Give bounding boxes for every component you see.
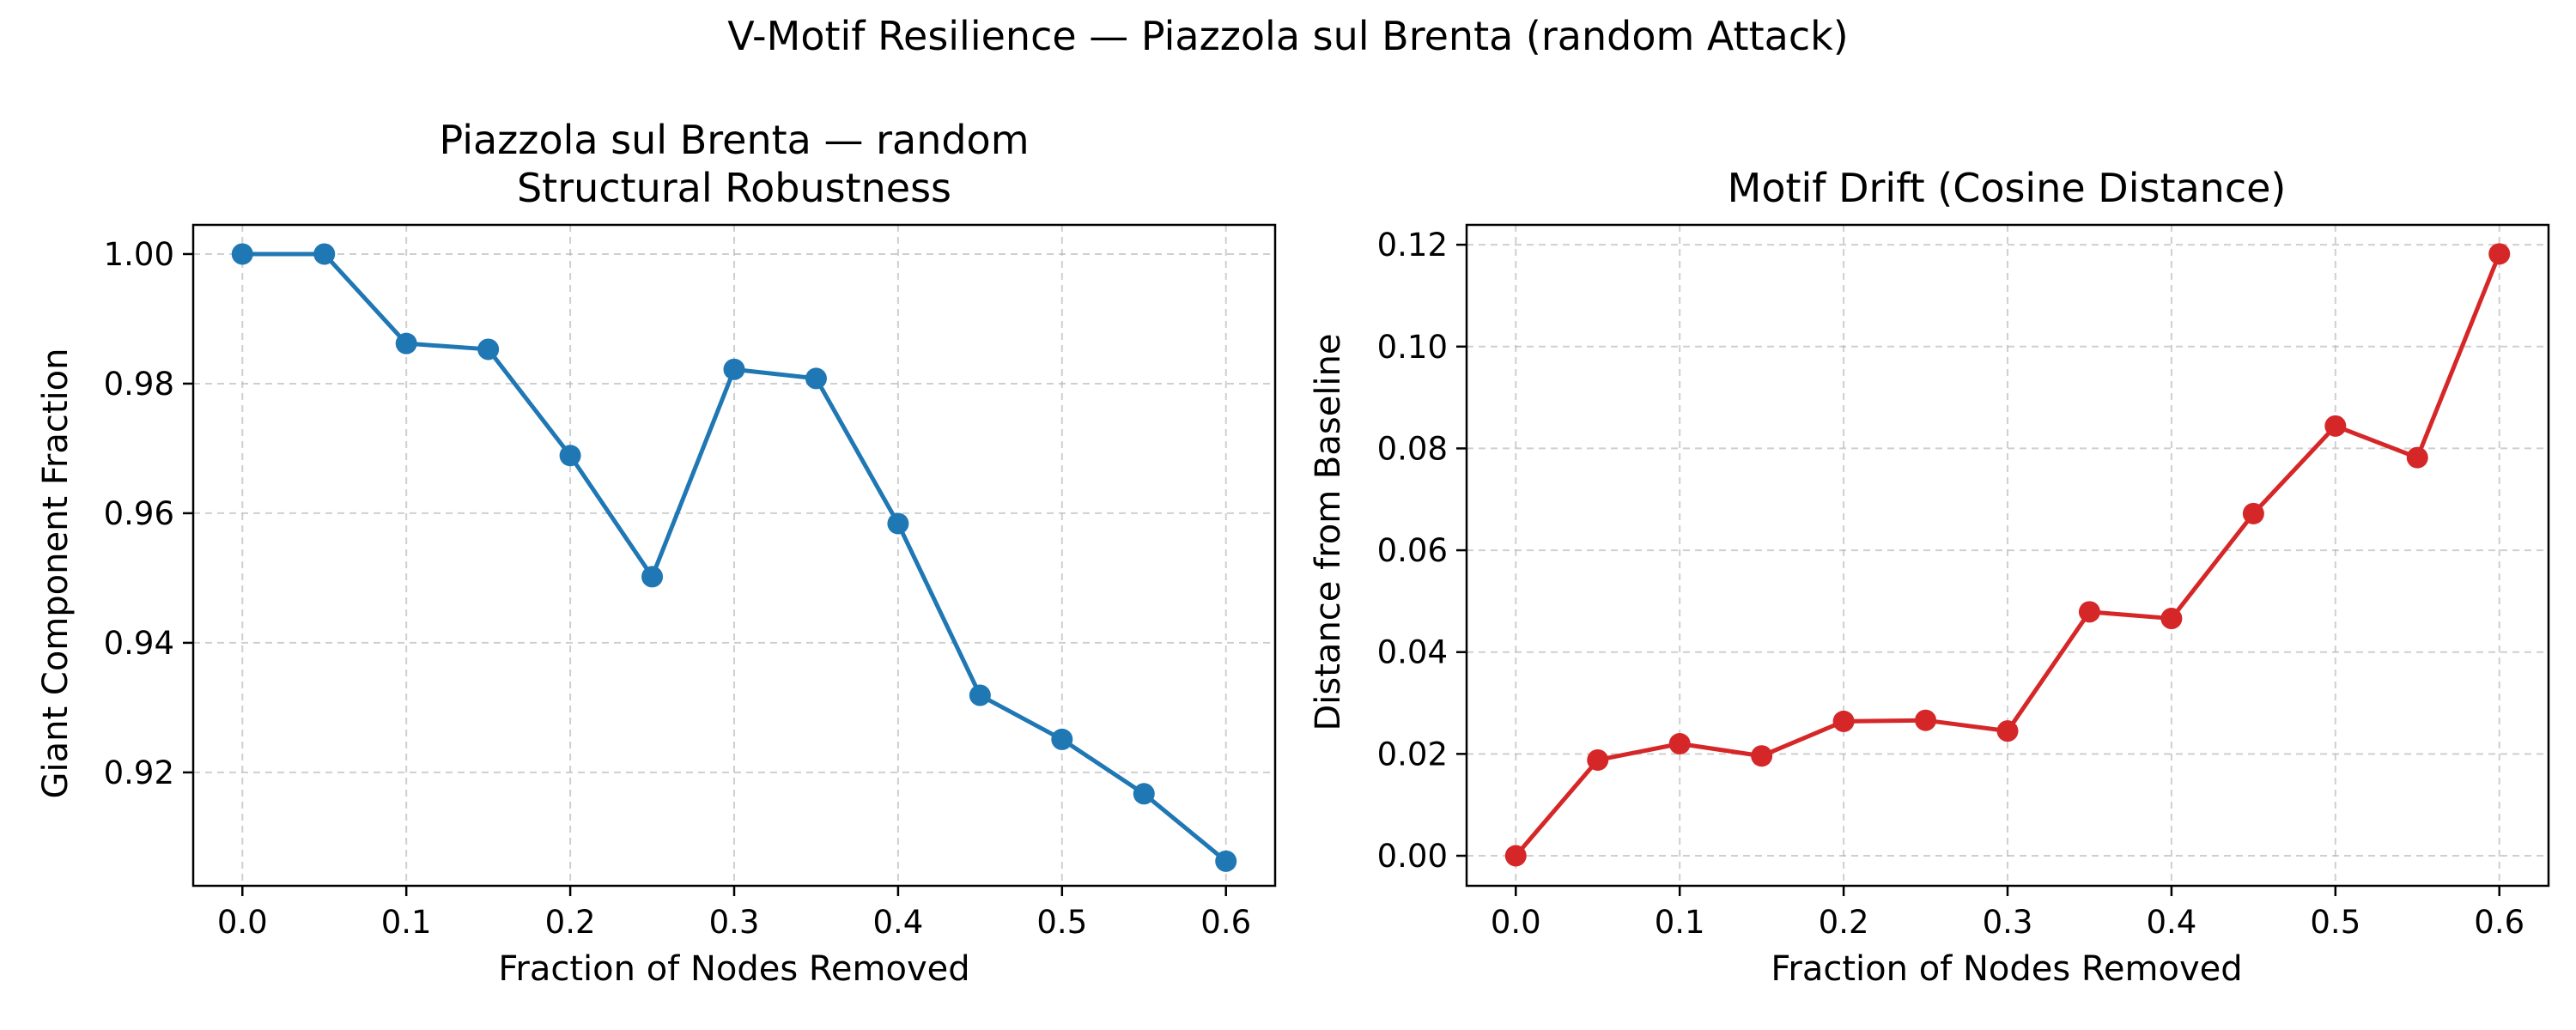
robustness-plot: Piazzola sul Brenta — random Structural … [36, 117, 1277, 989]
drift-point-0 [1504, 845, 1527, 867]
robustness-point-0 [231, 243, 253, 265]
robustness-ytick-label-3: 0.98 [104, 366, 174, 403]
drift-ytick-label-3: 0.06 [1377, 532, 1448, 569]
drift-ytick-label-1: 0.02 [1377, 736, 1448, 772]
drift-point-4 [1832, 710, 1855, 732]
robustness-xtick-label-0: 0.0 [217, 904, 268, 941]
robustness-xlabel: Fraction of Nodes Removed [498, 949, 969, 989]
robustness-title-line2: Structural Robustness [517, 165, 951, 211]
drift-point-10 [2324, 415, 2347, 437]
drift-xtick-label-4: 0.4 [2146, 904, 2196, 941]
drift-point-5 [1915, 709, 1937, 731]
robustness-title-line1: Piazzola sul Brenta — random [439, 117, 1029, 163]
robustness-ytick-label-4: 1.00 [104, 236, 174, 273]
drift-point-11 [2406, 446, 2428, 469]
robustness-ylabel: Giant Component Fraction [36, 348, 76, 799]
robustness-grid [193, 225, 1275, 886]
drift-xlabel: Fraction of Nodes Removed [1771, 949, 2242, 989]
robustness-xtick-label-1: 0.1 [381, 904, 432, 941]
drift-xtick-label-0: 0.0 [1491, 904, 1541, 941]
drift-point-9 [2242, 502, 2264, 524]
robustness-point-9 [969, 684, 991, 706]
drift-ytick-label-4: 0.08 [1377, 430, 1448, 467]
robustness-point-5 [641, 566, 664, 588]
drift-point-3 [1751, 745, 1773, 767]
drift-xtick-label-5: 0.5 [2310, 904, 2360, 941]
robustness-ytick-label-2: 0.96 [104, 495, 174, 532]
robustness-xtick-label-3: 0.3 [709, 904, 760, 941]
drift-ytick-label-0: 0.00 [1377, 838, 1448, 875]
robustness-point-1 [313, 243, 336, 265]
drift-point-7 [2078, 601, 2100, 623]
drift-ytick-label-6: 0.12 [1377, 227, 1448, 264]
robustness-point-4 [559, 445, 581, 467]
robustness-point-2 [395, 332, 417, 354]
robustness-point-11 [1133, 783, 1155, 805]
robustness-point-8 [887, 512, 909, 535]
drift-axes-frame [1465, 223, 2550, 888]
robustness-point-3 [477, 338, 500, 360]
robustness-axes-frame [191, 223, 1277, 888]
robustness-xtick-label-5: 0.5 [1036, 904, 1087, 941]
figure-suptitle: V-Motif Resilience — Piazzola sul Brenta… [727, 13, 1848, 59]
drift-xtick-label-2: 0.2 [1819, 904, 1869, 941]
drift-point-6 [1996, 720, 2019, 742]
drift-point-1 [1587, 748, 1609, 771]
robustness-ytick-label-0: 0.92 [104, 754, 174, 791]
drift-ytick-label-2: 0.04 [1377, 634, 1448, 671]
drift-xtick-label-3: 0.3 [1983, 904, 2033, 941]
drift-point-8 [2160, 608, 2183, 630]
drift-xtick-label-6: 0.6 [2474, 904, 2524, 941]
robustness-point-7 [805, 367, 827, 390]
drift-xtick-label-1: 0.1 [1655, 904, 1705, 941]
drift-title: Motif Drift (Cosine Distance) [1728, 165, 2287, 211]
robustness-point-10 [1051, 728, 1073, 750]
drift-plot: Motif Drift (Cosine Distance) Fraction o… [1309, 165, 2550, 989]
robustness-xtick-label-6: 0.6 [1200, 904, 1251, 941]
robustness-point-12 [1215, 850, 1237, 872]
robustness-xtick-label-2: 0.2 [545, 904, 596, 941]
drift-ylabel: Distance from Baseline [1309, 333, 1348, 730]
drift-point-12 [2488, 243, 2511, 265]
robustness-ytick-label-1: 0.94 [104, 625, 174, 662]
drift-grid [1467, 225, 2549, 886]
robustness-xtick-label-4: 0.4 [872, 904, 923, 941]
robustness-point-6 [723, 358, 745, 380]
drift-ytick-label-5: 0.10 [1377, 329, 1448, 366]
drift-point-2 [1668, 732, 1691, 754]
